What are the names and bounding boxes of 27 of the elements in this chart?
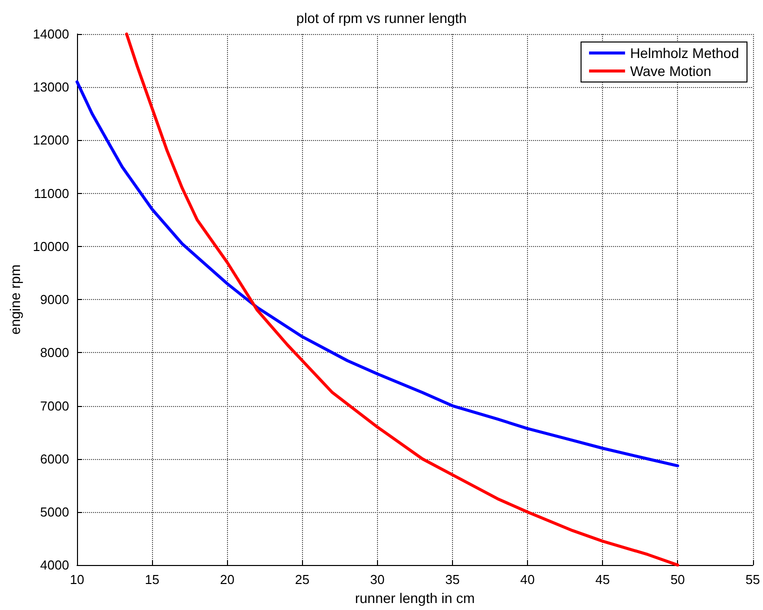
x-tick-label: 30 [370,572,385,588]
legend-label: Helmholz Method [630,45,739,61]
y-tick-label: 5000 [40,504,70,520]
x-tick-label: 10 [70,572,84,588]
chart-title: plot of rpm vs runner length [296,10,467,26]
x-tick-label: 15 [144,572,160,588]
y-tick-label: 8000 [40,345,70,360]
y-axis-title: engine rpm [7,264,23,335]
y-tick-label: 12000 [32,132,70,148]
x-tick-label: 50 [670,572,685,588]
y-tick-label: 14000 [32,26,70,42]
y-tick-label: 9000 [40,292,70,308]
x-tick-label: 35 [445,572,460,588]
x-tick-label: 45 [595,572,610,588]
y-tick-label: 10000 [32,238,70,254]
y-tick-label: 11000 [34,186,70,201]
x-tick-label: 25 [295,572,310,588]
legend-label: Wave Motion [630,63,712,79]
y-tick-label: 13000 [32,80,70,95]
line-series [76,80,680,468]
y-tick-label: 6000 [40,451,70,466]
x-axis-title: runner length in cm [354,590,475,606]
x-tick-label: 55 [746,572,760,588]
x-tick-label: 40 [520,572,535,588]
x-tick-label: 20 [220,572,234,588]
y-tick-label: 7000 [40,398,70,414]
y-tick-label: 4000 [40,558,70,573]
